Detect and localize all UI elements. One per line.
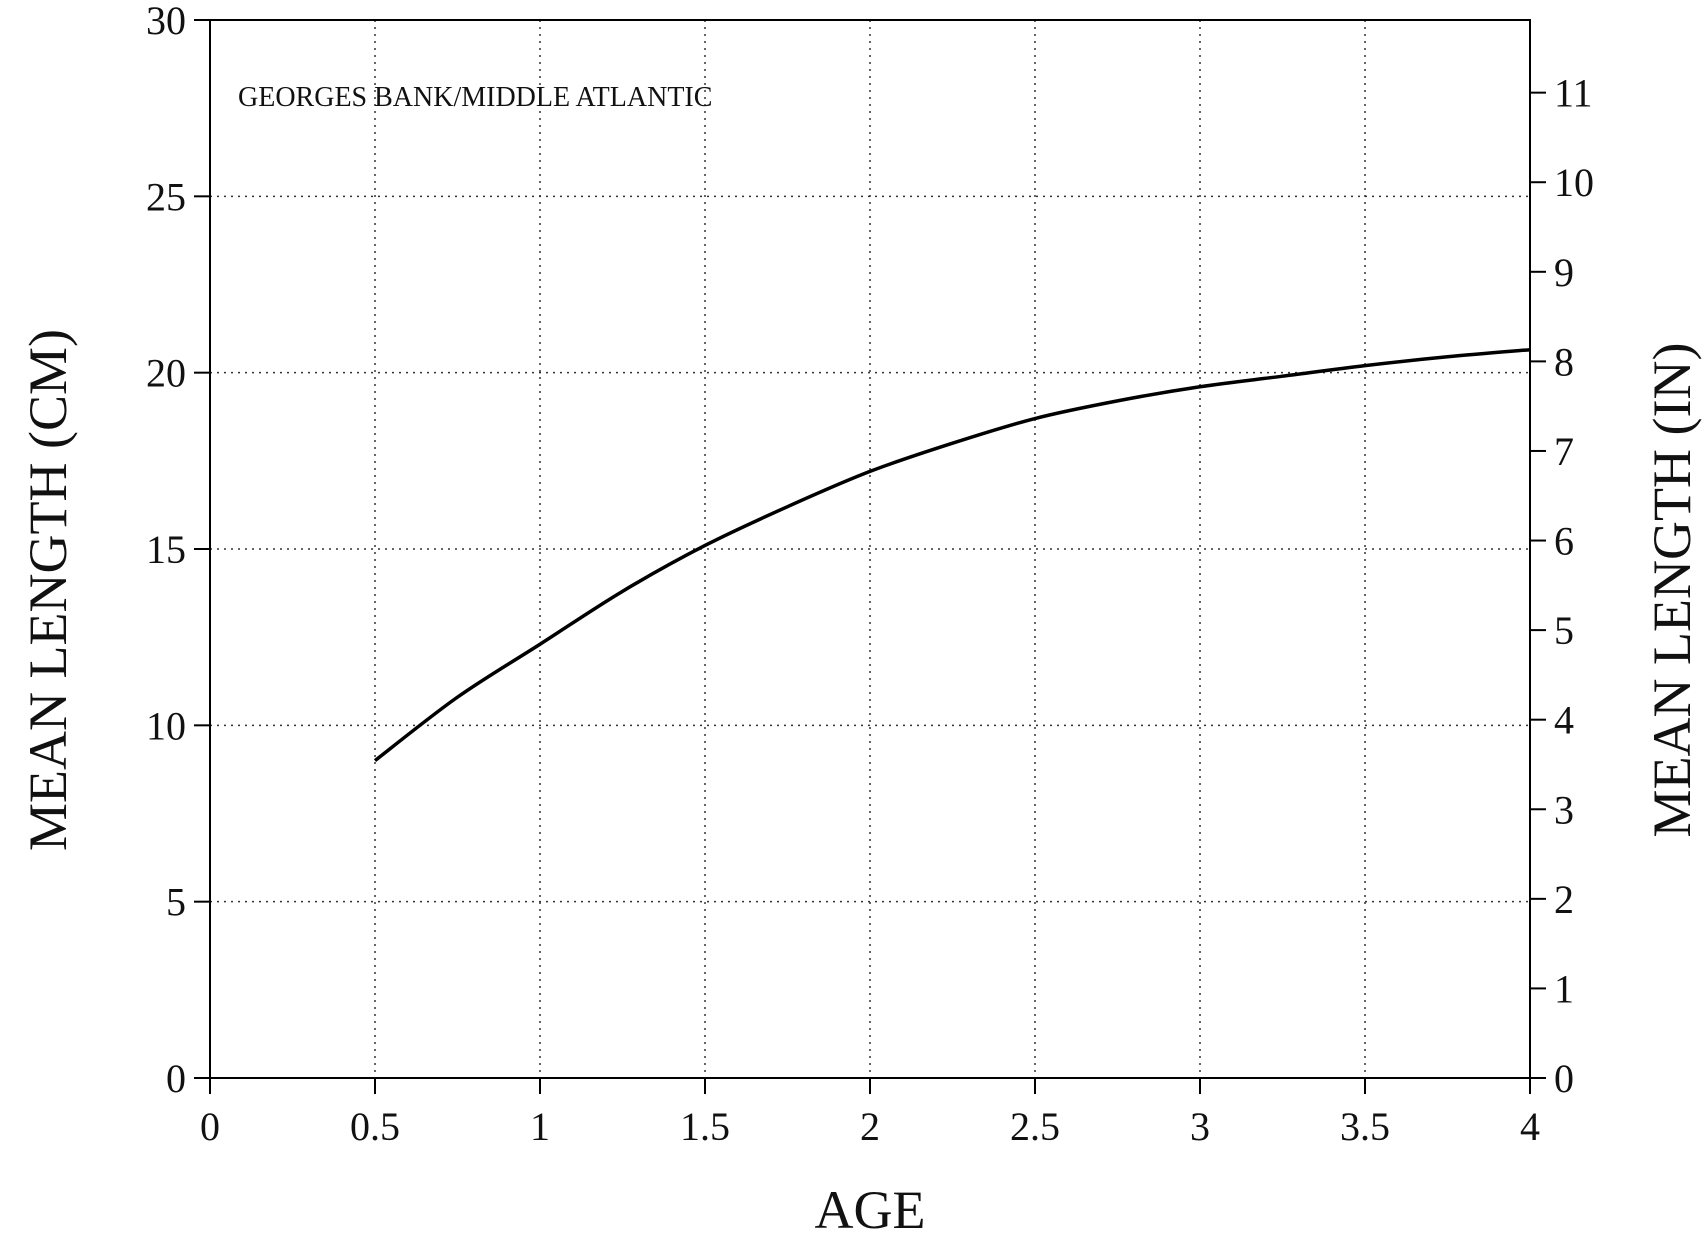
y-tick-label: 5 [166, 880, 186, 925]
x-tick-label: 3 [1190, 1104, 1210, 1149]
y2-tick-label: 6 [1554, 519, 1574, 564]
y2-tick-label: 10 [1554, 160, 1594, 205]
growth-curve-line [373, 347, 1531, 762]
y-tick-label: 10 [146, 703, 186, 748]
y2-tick-label: 0 [1554, 1056, 1574, 1101]
x-tick-label: 1.5 [680, 1104, 730, 1149]
y2-tick-label: 3 [1554, 787, 1574, 832]
y-tick-label: 20 [146, 351, 186, 396]
x-tick-label: 0.5 [350, 1104, 400, 1149]
series-layer [373, 347, 1531, 762]
grid [210, 20, 1530, 1078]
y2-tick-label: 7 [1554, 429, 1574, 474]
y2-tick-label: 1 [1554, 966, 1574, 1011]
y2-tick-label: 8 [1554, 339, 1574, 384]
y-axis-right: 0 1 2 3 4 5 6 7 8 9 10 11 [1530, 71, 1594, 1101]
y-tick-label: 25 [146, 174, 186, 219]
y2-tick-label: 5 [1554, 608, 1574, 653]
y2-axis-label: MEAN LENGTH (IN) [1642, 343, 1702, 838]
y-axis-label: MEAN LENGTH (CM) [18, 329, 78, 851]
x-tick-label: 2.5 [1010, 1104, 1060, 1149]
y2-tick-label: 11 [1554, 71, 1593, 116]
y2-tick-label: 4 [1554, 698, 1574, 743]
x-tick-label: 4 [1520, 1104, 1540, 1149]
x-axis-label: AGE [815, 1180, 926, 1235]
x-tick-label: 1 [530, 1104, 550, 1149]
x-tick-label: 2 [860, 1104, 880, 1149]
y-axis-left: 0 5 10 15 20 25 30 [146, 0, 210, 1101]
y-tick-label: 0 [166, 1056, 186, 1101]
x-tick-label: 0 [200, 1104, 220, 1149]
y2-tick-label: 9 [1554, 250, 1574, 295]
y-tick-label: 15 [146, 527, 186, 572]
y2-tick-label: 2 [1554, 877, 1574, 922]
x-tick-label: 3.5 [1340, 1104, 1390, 1149]
region-annotation: GEORGES BANK/MIDDLE ATLANTIC [238, 82, 712, 113]
x-axis: 0 0.5 1 1.5 2 2.5 3 3.5 4 [200, 1078, 1540, 1149]
y-tick-label: 30 [146, 0, 186, 43]
